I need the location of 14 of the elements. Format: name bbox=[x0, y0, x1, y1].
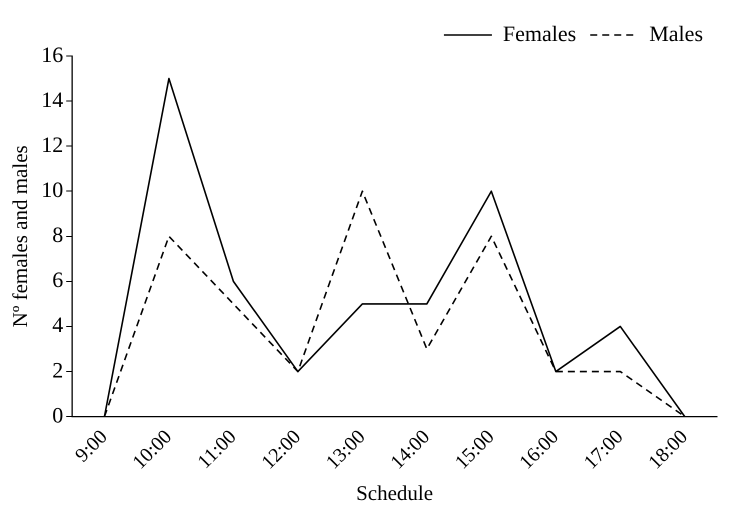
y-tick-label: 6 bbox=[52, 267, 64, 292]
y-tick-label: 14 bbox=[41, 86, 64, 112]
y-axis-title: Nº females and males bbox=[8, 145, 32, 328]
y-tick-label: 12 bbox=[41, 132, 64, 157]
y-tick-label: 16 bbox=[41, 42, 64, 67]
y-tick-label: 8 bbox=[52, 222, 64, 248]
y-tick-label: 10 bbox=[41, 177, 64, 202]
legend-label: Females bbox=[502, 20, 576, 46]
legend-label: Males bbox=[649, 20, 703, 46]
y-tick-label: 0 bbox=[52, 402, 64, 428]
y-tick-label: 2 bbox=[52, 357, 64, 382]
x-axis-title: Schedule bbox=[356, 480, 434, 505]
x-tick-label: 9:00 bbox=[70, 426, 112, 466]
y-tick-label: 4 bbox=[52, 312, 64, 338]
